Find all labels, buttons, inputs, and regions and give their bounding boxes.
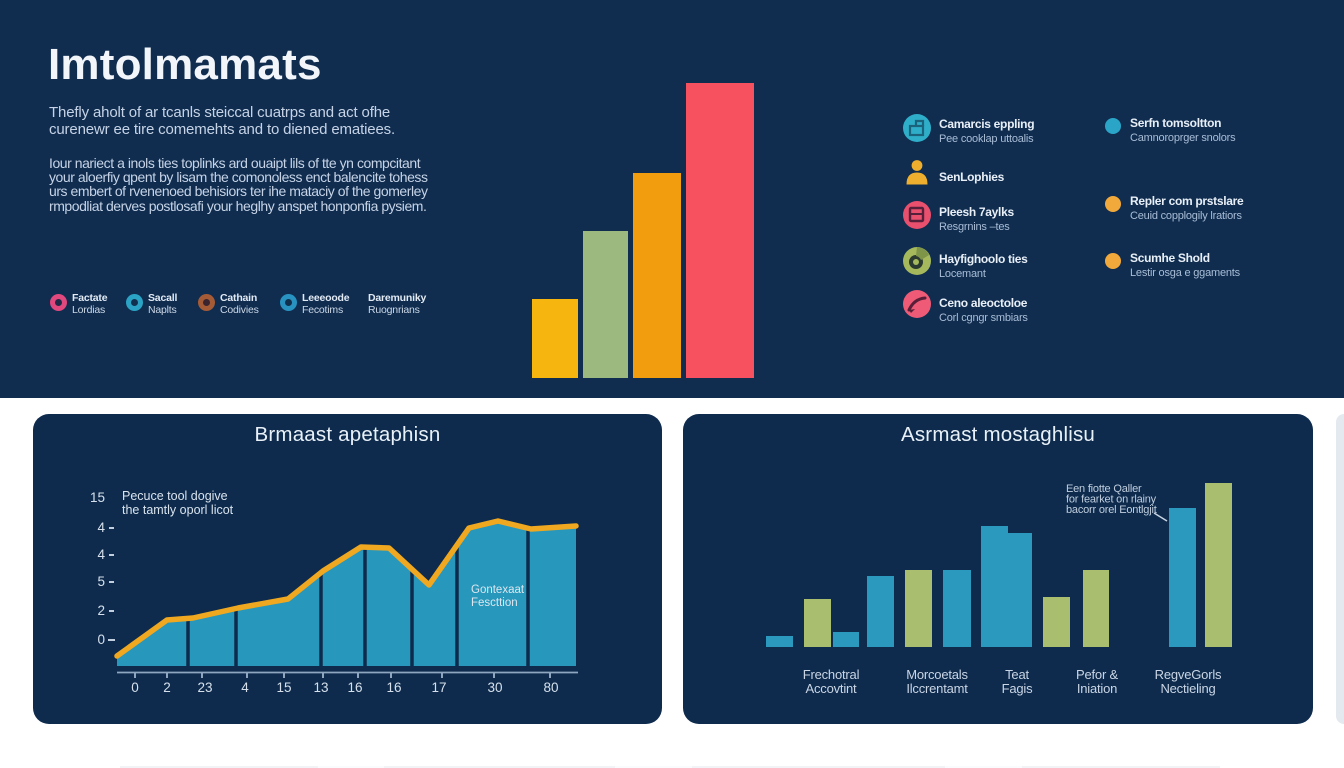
svg-text:13: 13 xyxy=(313,680,328,695)
svg-text:Pecuce tool dogive: Pecuce tool dogive xyxy=(122,489,228,503)
svg-text:the tamtly oporl licot: the tamtly oporl licot xyxy=(122,503,234,517)
svg-text:17: 17 xyxy=(431,680,446,695)
svg-text:4: 4 xyxy=(97,520,105,535)
svg-text:RegveGorls: RegveGorls xyxy=(1155,667,1222,682)
svg-text:15: 15 xyxy=(90,490,105,505)
svg-text:bacorr orel Eontlgjit: bacorr orel Eontlgjit xyxy=(1066,504,1157,516)
svg-text:Nectieling: Nectieling xyxy=(1160,681,1215,696)
svg-text:Pefor &: Pefor & xyxy=(1076,667,1118,682)
svg-text:2: 2 xyxy=(163,680,171,695)
svg-text:Gontexaat: Gontexaat xyxy=(471,584,525,596)
svg-text:Iniation: Iniation xyxy=(1077,681,1117,696)
svg-text:2: 2 xyxy=(97,603,105,618)
svg-text:80: 80 xyxy=(543,680,558,695)
svg-text:Frechotral: Frechotral xyxy=(803,667,860,682)
svg-text:15: 15 xyxy=(276,680,291,695)
svg-text:23: 23 xyxy=(197,680,212,695)
svg-text:30: 30 xyxy=(487,680,502,695)
svg-text:Een fiotte Qaller: Een fiotte Qaller xyxy=(1066,483,1142,495)
svg-text:5: 5 xyxy=(97,574,105,589)
svg-text:0: 0 xyxy=(97,632,105,647)
svg-text:16: 16 xyxy=(347,680,362,695)
svg-text:0: 0 xyxy=(131,680,139,695)
svg-text:Teat: Teat xyxy=(1005,667,1029,682)
svg-text:Morcoetals: Morcoetals xyxy=(906,667,968,682)
svg-text:16: 16 xyxy=(386,680,401,695)
svg-text:4: 4 xyxy=(241,680,249,695)
svg-text:for fearket on rlainy: for fearket on rlainy xyxy=(1066,494,1157,506)
svg-text:Fescttion: Fescttion xyxy=(471,597,518,609)
svg-text:4: 4 xyxy=(97,547,105,562)
svg-text:Ilccrentamt: Ilccrentamt xyxy=(906,681,968,696)
svg-text:Accovtint: Accovtint xyxy=(806,681,858,696)
svg-text:Fagis: Fagis xyxy=(1002,681,1033,696)
